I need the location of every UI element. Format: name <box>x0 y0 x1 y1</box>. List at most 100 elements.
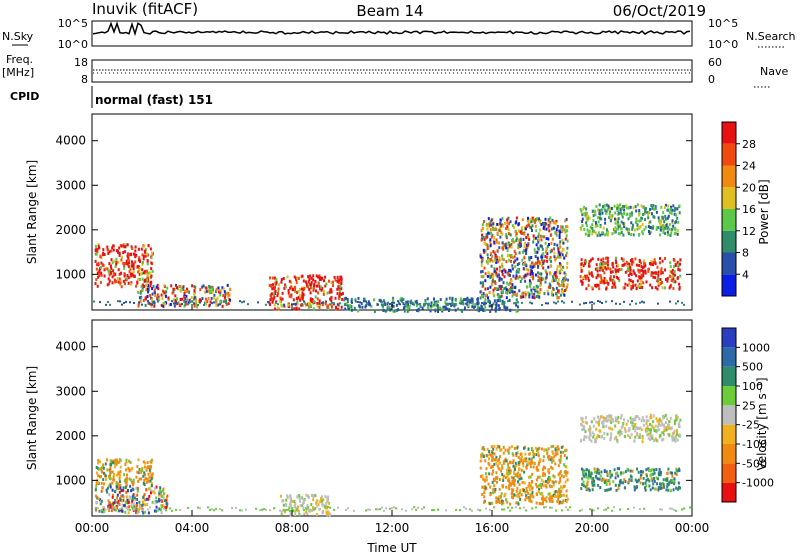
echo-cell <box>623 225 626 229</box>
echo-cell <box>604 233 607 237</box>
echo-cell <box>525 248 528 252</box>
echo-cell <box>496 480 498 484</box>
echo-cell <box>582 480 585 484</box>
echo-cell <box>635 219 638 223</box>
echo-cell <box>136 493 139 497</box>
echo-cell <box>558 253 561 257</box>
echo-cell <box>652 477 655 480</box>
echo-cell <box>471 509 473 512</box>
echo-cell <box>121 503 124 507</box>
echo-cell <box>116 473 119 477</box>
echo-cell <box>518 289 521 293</box>
echo-cell <box>524 279 527 283</box>
echo-cell <box>118 490 121 494</box>
echo-cell <box>561 239 564 242</box>
echo-cell <box>308 282 311 286</box>
echo-cell <box>281 291 284 295</box>
echo-cell <box>645 426 648 430</box>
echo-cell <box>301 504 303 507</box>
echo-cell <box>515 237 518 241</box>
echo-cell <box>673 270 676 274</box>
echo-cell <box>298 510 301 514</box>
echo-cell <box>659 423 662 427</box>
echo-cell <box>433 303 435 306</box>
echo-cell <box>271 276 274 280</box>
echo-cell <box>584 430 587 434</box>
echo-cell <box>385 309 388 313</box>
echo-cell <box>271 299 274 303</box>
echo-cell <box>676 432 678 436</box>
echo-cell <box>112 501 115 505</box>
echo-cell <box>532 240 535 244</box>
echo-cell <box>528 481 531 485</box>
y-tick-label: 2000 <box>55 223 86 237</box>
echo-cell <box>153 301 156 305</box>
echo-cell <box>498 297 501 301</box>
echo-cell <box>620 471 623 475</box>
echo-cell <box>580 227 583 231</box>
echo-cell <box>309 286 312 290</box>
echo-cell <box>598 468 600 472</box>
echo-cell <box>665 428 668 432</box>
echo-cell <box>654 487 657 491</box>
echo-cell <box>138 272 141 276</box>
echo-cell <box>649 488 652 492</box>
echo-cell <box>515 501 518 505</box>
echo-cell <box>681 508 683 511</box>
echo-cell <box>539 219 542 223</box>
echo-cell <box>654 437 657 441</box>
echo-cell <box>635 287 638 291</box>
echo-cell <box>503 508 505 511</box>
echo-cell <box>593 467 596 471</box>
echo-cell <box>676 216 679 220</box>
echo-cell <box>596 223 599 227</box>
echo-cell <box>99 502 102 506</box>
echo-cell <box>489 285 492 289</box>
echo-cell <box>488 300 491 304</box>
nsky-series <box>92 21 691 37</box>
echo-cell <box>182 288 185 292</box>
echo-cell <box>679 486 681 490</box>
echo-cell <box>518 262 521 265</box>
echo-cell <box>175 283 177 287</box>
echo-cell <box>459 302 461 305</box>
echo-cell <box>225 302 228 306</box>
echo-cell <box>524 490 527 494</box>
echo-cell <box>505 288 508 292</box>
echo-cell <box>383 301 386 305</box>
echo-cell <box>585 224 588 228</box>
echo-cell <box>416 308 418 312</box>
echo-cell <box>115 509 117 512</box>
echo-cell <box>522 459 525 463</box>
echo-cell <box>674 262 677 266</box>
echo-cell <box>580 467 583 471</box>
echo-cell <box>104 462 107 466</box>
echo-cell <box>176 297 179 301</box>
echo-cell <box>330 299 333 303</box>
echo-cell <box>609 270 612 274</box>
echo-cell <box>549 255 552 259</box>
echo-cell <box>299 499 301 503</box>
echo-cell <box>499 299 501 303</box>
echo-cell <box>526 285 528 289</box>
echo-cell <box>308 277 311 281</box>
echo-cell <box>354 298 357 302</box>
echo-cell <box>563 271 566 275</box>
echo-cell <box>620 432 623 436</box>
echo-cell <box>284 285 287 289</box>
echo-cell <box>449 302 451 305</box>
echo-cell <box>565 474 568 477</box>
echo-cell <box>495 499 498 503</box>
echo-cell <box>490 251 492 255</box>
echo-cell <box>630 213 633 217</box>
echo-cell <box>670 279 673 282</box>
echo-cell <box>615 419 618 423</box>
echo-cell <box>545 485 548 489</box>
echo-cell <box>558 471 561 475</box>
echo-cell <box>589 425 591 429</box>
echo-cell <box>369 303 371 306</box>
echo-cell <box>480 264 483 267</box>
echo-cell <box>511 237 514 241</box>
echo-cell <box>453 303 455 306</box>
echo-cell <box>327 506 329 509</box>
